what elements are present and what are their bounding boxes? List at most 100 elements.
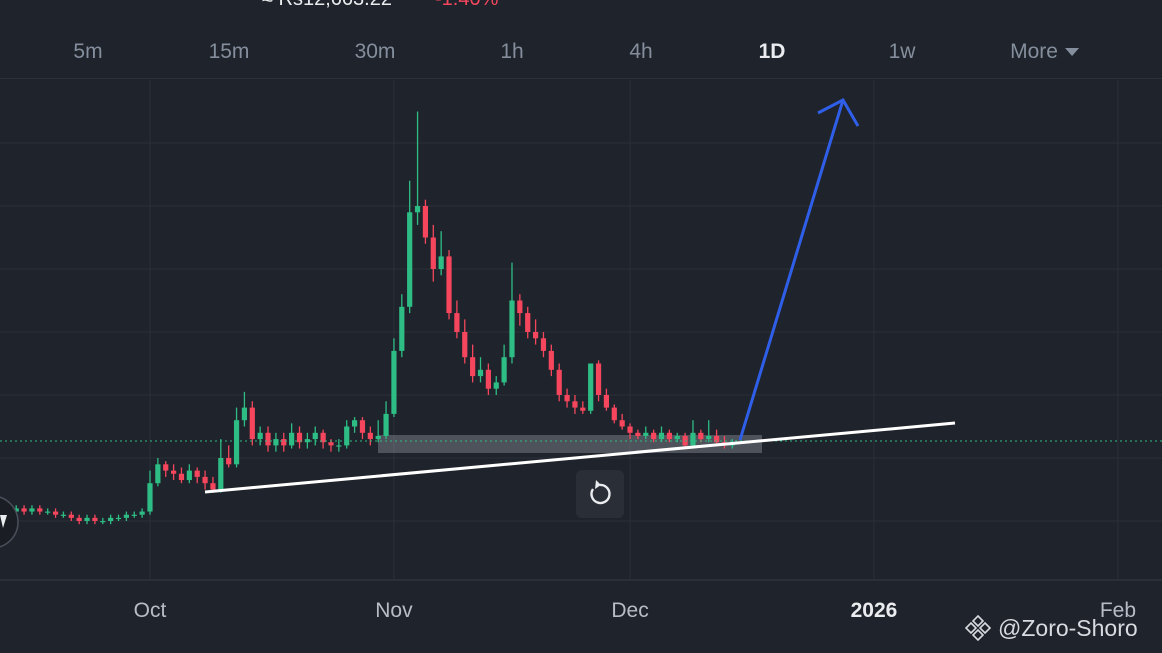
tab-label: 5m [73, 40, 103, 63]
candle-body [226, 458, 232, 465]
candle-body [92, 517, 98, 521]
candle-body [45, 511, 51, 513]
timeframe-bar: 5m 15m 30m 1h 4h 1D 1w More [0, 0, 1162, 79]
candle-body [123, 514, 129, 518]
side-button[interactable] [0, 496, 19, 548]
candle-body [399, 306, 405, 351]
candle-body [540, 338, 547, 351]
candle-body [21, 508, 27, 512]
trend-line [204, 421, 956, 494]
last-price: ≈ Rs12,663.22 [262, 0, 392, 11]
candle-body [485, 369, 491, 389]
candle-body [367, 432, 373, 440]
candle-body [517, 300, 523, 314]
candle-body [351, 420, 358, 427]
candle-body [407, 212, 413, 307]
candle-body [13, 508, 19, 512]
timeframe-tab[interactable]: 1D [759, 40, 786, 64]
candle-body [139, 511, 145, 515]
arrow-head [817, 98, 860, 127]
candle-body [170, 470, 177, 474]
candle-body [698, 432, 704, 440]
reset-icon [590, 483, 611, 505]
candle-body [84, 517, 90, 521]
candle-body [210, 483, 216, 490]
candle-body [249, 407, 255, 440]
tab-label: 30m [354, 40, 396, 63]
candle-body [572, 401, 578, 408]
candle-body [446, 256, 452, 314]
candle-body [115, 517, 122, 520]
x-tick-label: Nov [375, 599, 413, 622]
x-tick-label: Oct [134, 599, 167, 622]
timeframe-tab[interactable]: More [1010, 40, 1080, 64]
candle-body [186, 470, 192, 481]
timeframe-tab[interactable]: 5m [73, 40, 102, 64]
candle-body [477, 369, 484, 377]
candle-body [454, 313, 460, 332]
candle-body [501, 357, 507, 383]
x-tick-label: Feb [1100, 599, 1136, 622]
timeframe-tab[interactable]: 15m [209, 40, 250, 64]
dropdown-icon [1058, 40, 1080, 63]
candle-body [658, 432, 665, 440]
candle-body [666, 432, 672, 440]
candle-body [289, 432, 295, 446]
candle-body [304, 439, 310, 443]
tab-label: 4h [629, 40, 653, 63]
candle-body [603, 395, 610, 408]
tab-label: More [1010, 40, 1058, 63]
candle-body [52, 511, 59, 515]
candle-body [548, 350, 554, 370]
side-icon [0, 515, 7, 528]
reset-icon-head [595, 480, 601, 489]
candle-body [147, 483, 153, 512]
candle-body [344, 426, 350, 446]
candle-body [336, 445, 342, 447]
candle-body [635, 432, 641, 436]
candle-body [383, 413, 389, 436]
candle-body [359, 420, 366, 433]
candle-body [233, 420, 240, 465]
candle-body [131, 514, 137, 516]
candle-body [438, 256, 444, 269]
candle-body [595, 363, 602, 395]
timeframe-tab[interactable]: 1w [889, 40, 916, 64]
candle-body [414, 206, 421, 213]
candle-body [493, 382, 499, 389]
candle-body [281, 439, 287, 446]
candle-body [430, 237, 436, 269]
x-tick-label: Dec [611, 599, 648, 622]
candle-body [68, 514, 74, 518]
tab-label: 1w [888, 40, 916, 63]
watermark-text: @Zoro-Shoro [998, 615, 1138, 641]
candle-body [241, 407, 248, 421]
candle-body [194, 470, 200, 477]
candle-body [328, 442, 334, 446]
candle-body [627, 426, 633, 433]
candle-body [674, 435, 680, 440]
timeframe-tab[interactable]: 4h [629, 40, 652, 64]
tab-label: 1D [758, 40, 786, 63]
candle-body [108, 517, 114, 521]
candle-body [619, 420, 625, 427]
candle-body [60, 514, 67, 516]
candle-body [29, 508, 35, 512]
candle-body [296, 432, 303, 443]
candle-body [706, 435, 712, 440]
candle-body [320, 432, 326, 443]
candle-body [525, 313, 531, 332]
candle-body [155, 464, 161, 484]
candle-body [273, 439, 279, 446]
tab-label: 15m [208, 40, 250, 63]
candle-body [564, 395, 570, 402]
tab-label: 1h [500, 40, 524, 63]
candle-body [611, 407, 617, 421]
candle-body [470, 357, 476, 377]
candle-body [509, 300, 515, 358]
candle-body [163, 464, 169, 471]
candle-body [532, 332, 539, 339]
timeframe-tab[interactable]: 30m [355, 40, 396, 64]
reset-button[interactable] [576, 470, 624, 518]
timeframe-tab[interactable]: 1h [500, 40, 523, 64]
